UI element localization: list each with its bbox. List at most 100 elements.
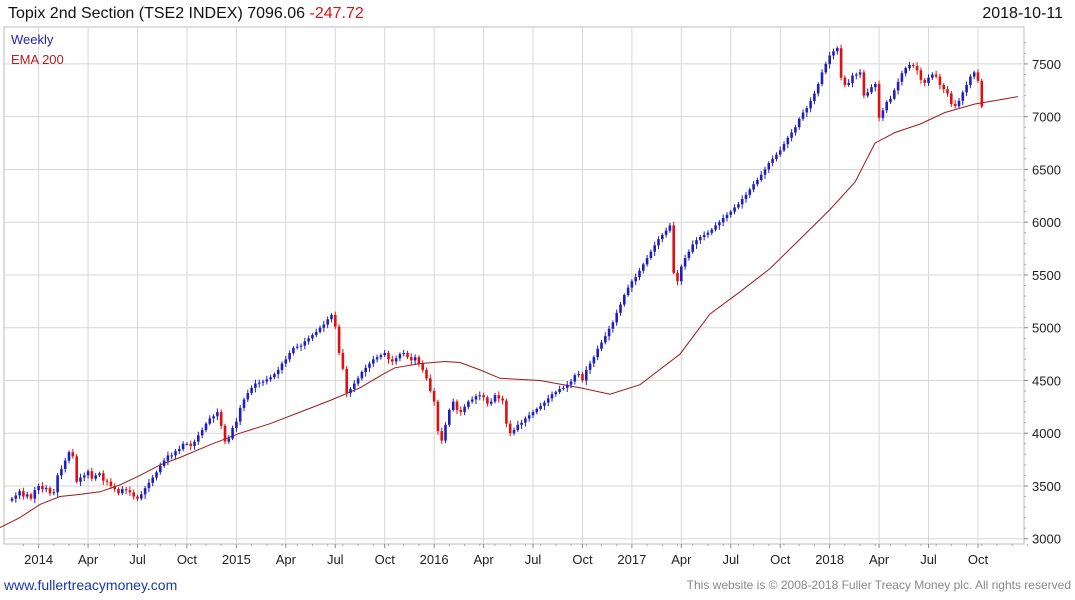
- candle-body: [235, 421, 238, 428]
- candle-body: [132, 492, 135, 497]
- candle-body: [368, 363, 371, 368]
- candle-body: [524, 418, 527, 423]
- candle-body: [41, 486, 44, 490]
- candle-body: [546, 398, 550, 403]
- candle-body: [208, 418, 212, 424]
- candle-body: [463, 406, 466, 413]
- x-tick-label: 2017: [617, 552, 646, 567]
- candle-body: [946, 89, 949, 94]
- candle-body: [33, 490, 37, 499]
- candle-body: [904, 68, 907, 74]
- candle-body: [809, 100, 812, 109]
- candle-body: [725, 214, 729, 218]
- candle-body: [448, 410, 451, 425]
- candle-body: [816, 84, 820, 94]
- candle-body: [782, 144, 786, 151]
- candle-body: [512, 430, 516, 434]
- candle-body: [923, 79, 926, 83]
- candle-body: [280, 363, 284, 370]
- website-link[interactable]: www.fullertreacymoney.com: [4, 577, 178, 593]
- candle-body: [474, 396, 478, 400]
- candle-body: [436, 401, 440, 432]
- candle-body: [486, 397, 489, 404]
- candle-body: [969, 76, 972, 85]
- candle-body: [330, 315, 333, 320]
- candle-body: [649, 251, 653, 258]
- candle-body: [197, 435, 200, 442]
- candle-body: [216, 412, 219, 417]
- candle-body: [94, 475, 97, 479]
- y-tick-label: 4500: [1032, 373, 1061, 388]
- candle-body: [558, 388, 561, 393]
- candle-body: [931, 74, 934, 78]
- candle-body: [318, 327, 322, 332]
- candle-body: [238, 407, 242, 422]
- candle-body: [980, 80, 984, 107]
- candle-body: [896, 81, 900, 91]
- candle-body: [767, 163, 771, 170]
- candle-body: [729, 211, 733, 215]
- x-tick-label: Apr: [473, 552, 494, 567]
- candle-body: [763, 169, 767, 175]
- candle-body: [455, 401, 459, 410]
- candle-body: [778, 150, 782, 155]
- candle-body: [444, 424, 447, 441]
- x-tick-label: Jul: [525, 552, 542, 567]
- candle-body: [596, 348, 599, 358]
- candle-body: [451, 401, 455, 410]
- candle-body: [162, 460, 166, 466]
- candle-body: [402, 353, 405, 355]
- candle-body: [10, 498, 14, 501]
- candle-body: [292, 347, 295, 354]
- last-value: 7096.06: [247, 5, 306, 22]
- candle-body: [185, 443, 189, 445]
- candle-body: [604, 336, 607, 343]
- candle-body: [759, 174, 763, 180]
- candle-body: [459, 410, 463, 413]
- candle-body: [505, 400, 508, 424]
- candle-body: [832, 51, 835, 56]
- candle-body: [151, 477, 154, 483]
- candle-body: [98, 473, 101, 476]
- candle-body: [653, 245, 656, 252]
- candle-body: [619, 304, 622, 313]
- candle-body: [295, 346, 299, 348]
- candle-body: [953, 104, 957, 107]
- candle-body: [919, 70, 923, 80]
- x-tick-label: Jul: [722, 552, 739, 567]
- candle-body: [303, 341, 307, 346]
- candle-body: [858, 72, 862, 75]
- candle-body: [79, 477, 82, 482]
- candle-body: [569, 381, 573, 385]
- x-tick-label: 2014: [24, 552, 53, 567]
- candle-body: [870, 87, 873, 93]
- candle-body: [664, 230, 668, 235]
- candle-body: [699, 237, 702, 241]
- candle-body: [934, 74, 938, 77]
- candle-body: [48, 488, 52, 494]
- candle-body: [562, 387, 565, 389]
- candle-body: [482, 395, 485, 398]
- index-name: Topix 2nd Section (TSE2 INDEX): [8, 5, 243, 22]
- candle-body: [786, 137, 790, 145]
- candle-body: [805, 108, 809, 113]
- candle-body: [314, 331, 318, 336]
- candle-body: [668, 225, 672, 231]
- candle-body: [611, 322, 615, 329]
- candle-body: [410, 357, 413, 361]
- candle-body: [535, 408, 539, 413]
- candle-body: [908, 65, 911, 69]
- candle-body: [740, 199, 744, 205]
- candle-body: [124, 489, 128, 491]
- x-tick-label: Jul: [327, 552, 344, 567]
- x-tick-label: 2018: [815, 552, 844, 567]
- candle-body: [615, 312, 618, 323]
- candle-body: [189, 443, 192, 446]
- candle-body: [174, 451, 177, 456]
- candle-body: [257, 382, 261, 384]
- candle-body: [885, 101, 888, 111]
- candle-body: [261, 381, 265, 383]
- x-tick-label: Oct: [770, 552, 791, 567]
- x-tick-label: Oct: [968, 552, 989, 567]
- candle-body: [972, 72, 976, 77]
